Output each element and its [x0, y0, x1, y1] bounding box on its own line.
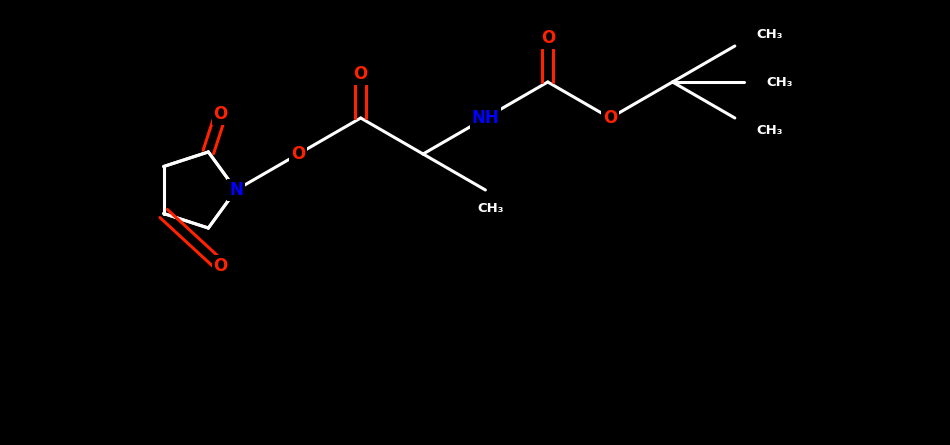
Text: CH₃: CH₃	[477, 202, 504, 214]
Text: N: N	[229, 181, 243, 199]
Text: CH₃: CH₃	[767, 76, 793, 89]
Text: NH: NH	[471, 109, 500, 127]
Text: O: O	[214, 257, 228, 275]
Text: O: O	[541, 29, 555, 47]
Text: CH₃: CH₃	[757, 28, 784, 40]
Text: O: O	[603, 109, 618, 127]
Text: O: O	[353, 65, 368, 83]
Text: O: O	[214, 105, 228, 123]
Text: O: O	[292, 145, 306, 163]
Text: CH₃: CH₃	[757, 124, 784, 137]
